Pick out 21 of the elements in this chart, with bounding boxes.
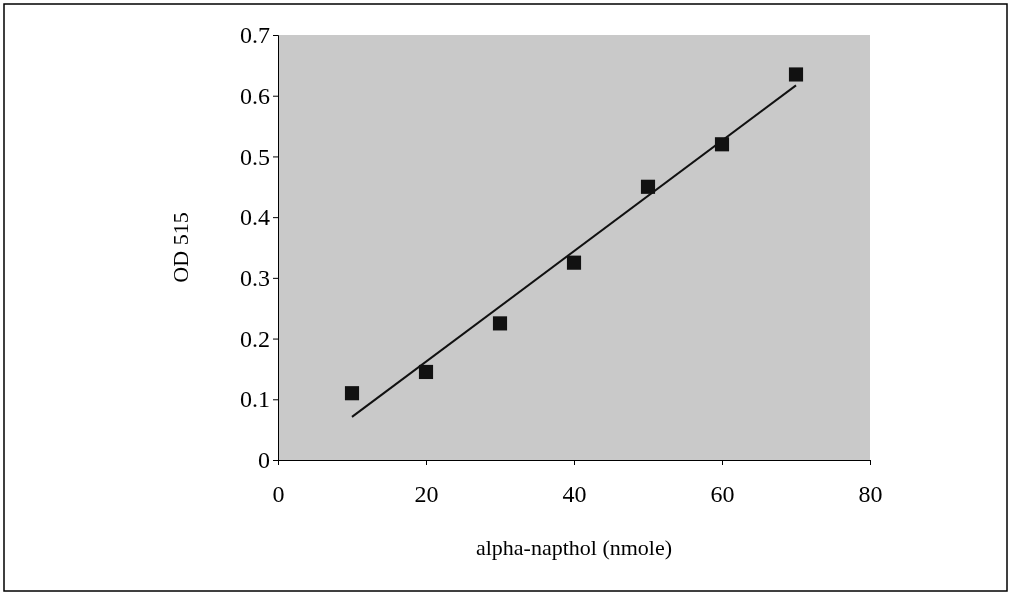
point: [714, 137, 730, 152]
y-tick-label: 0.5: [240, 143, 270, 170]
x-tick-label: 40: [562, 480, 587, 507]
y-tick-label: 0.2: [240, 325, 270, 352]
y-tick-label: 0.7: [240, 22, 270, 49]
point: [640, 179, 656, 194]
point: [566, 255, 582, 270]
x-tick-label: 20: [414, 480, 439, 507]
y-tick-label: 0.4: [240, 204, 270, 231]
y-tick-label: 0: [258, 447, 270, 474]
x-axis-title: alpha-napthol (nmole): [475, 535, 673, 560]
y-tick-label: 0.1: [240, 386, 270, 413]
y-tick-label: 0.3: [240, 265, 270, 292]
point: [788, 67, 804, 82]
point: [418, 364, 434, 380]
point: [492, 316, 508, 331]
x-tick-label: 60: [710, 480, 735, 507]
y-tick-label: 0.6: [240, 82, 270, 109]
y-axis-title: OD 515: [168, 212, 193, 283]
x-tick-label: 80: [858, 480, 883, 507]
point: [344, 386, 360, 401]
